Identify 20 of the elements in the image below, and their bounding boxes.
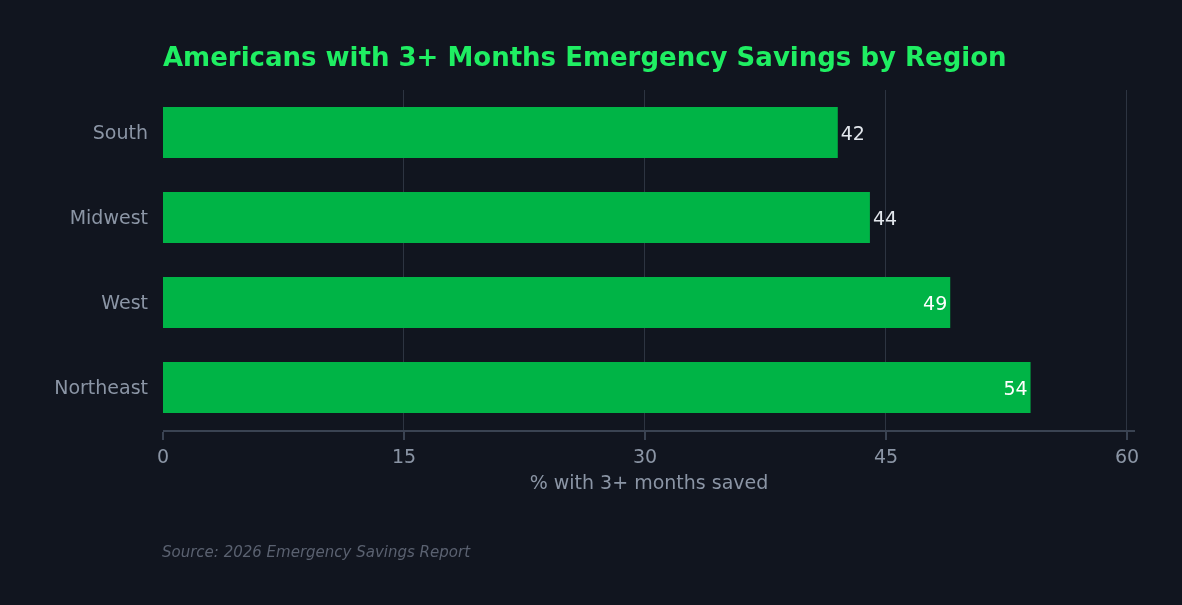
bar <box>163 277 951 328</box>
y-tick-label: Northeast <box>54 376 148 399</box>
chart-title: Americans with 3+ Months Emergency Savings by Region <box>163 42 1007 73</box>
x-tick-label: 45 <box>873 444 899 467</box>
source-note: Source: 2026 Emergency Savings Report <box>162 543 472 561</box>
x-tick-label: 15 <box>391 444 417 467</box>
bar <box>163 192 870 243</box>
x-tick-label: 30 <box>632 444 658 467</box>
y-tick-label: Midwest <box>69 206 148 229</box>
x-axis-title: % with 3+ months saved <box>529 471 769 494</box>
x-tick-label: 0 <box>156 444 170 467</box>
data-label: 49 <box>923 291 948 314</box>
bar <box>163 107 838 158</box>
data-label: 54 <box>1003 376 1028 399</box>
x-tick-label: 60 <box>1114 444 1140 467</box>
y-tick-label: West <box>101 291 148 314</box>
y-tick-label: South <box>92 121 148 144</box>
bar <box>163 362 1031 413</box>
data-label: 44 <box>872 206 898 229</box>
data-label: 42 <box>840 121 865 144</box>
